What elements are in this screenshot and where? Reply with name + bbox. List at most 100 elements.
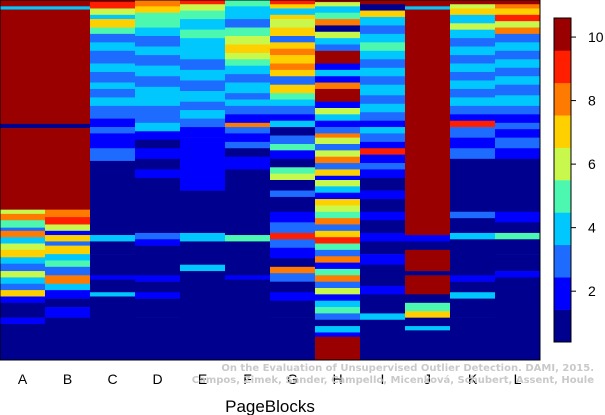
heatmap-cell-I-29	[360, 241, 406, 255]
heatmap-cell-G-31	[270, 232, 316, 240]
heatmap-cell-L-16	[495, 122, 541, 130]
heatmap-cell-G-9	[270, 55, 316, 64]
heatmap-cell-K-17	[450, 127, 496, 138]
heatmap-cell-L-21	[495, 180, 541, 213]
heatmap-cell-F-12	[225, 93, 271, 100]
heatmap-cell-I-35	[360, 319, 406, 361]
heatmap-cell-B-14	[45, 266, 91, 276]
heatmap-cell-H-44	[315, 281, 361, 289]
x-tick-H: H	[332, 371, 342, 387]
heatmap-cell-I-6	[360, 42, 406, 52]
heatmap-cell-L-14	[495, 105, 541, 115]
heatmap-cell-G-8	[270, 48, 316, 56]
heatmap-cell-K-19	[450, 148, 496, 160]
heatmap-cell-F-8	[225, 59, 271, 66]
heatmap-cell-B-6	[45, 217, 91, 225]
colorbar-swatch-3	[554, 244, 571, 278]
heatmap-cell-D-25	[135, 275, 181, 282]
heatmap-cell-E-14	[180, 127, 226, 138]
colorbar-swatch-10	[554, 18, 571, 51]
heatmap-cell-K-21	[450, 180, 496, 213]
heatmap-cell-K-6	[450, 38, 496, 47]
heatmap-cell-D-14	[135, 122, 181, 132]
heatmap-cell-I-5	[360, 33, 406, 43]
heatmap-cell-F-19	[225, 141, 271, 149]
heatmap-cell-F-14	[225, 105, 271, 115]
heatmap-cell-H-49	[315, 313, 361, 321]
heatmap-cell-D-26	[135, 281, 181, 293]
heatmap-cell-D-5	[135, 36, 181, 47]
heatmap-cell-F-7	[225, 52, 271, 60]
heatmap-cell-D-28	[135, 298, 181, 318]
heatmap-cell-K-15	[450, 114, 496, 121]
x-tick-L: L	[514, 371, 522, 387]
x-tick-I: I	[381, 371, 385, 387]
heatmap-cell-B-0	[45, 0, 91, 7]
heatmap-cell-C-28	[90, 296, 136, 361]
x-tick-G: G	[287, 371, 298, 387]
heatmap-cell-K-12	[450, 88, 496, 98]
heatmap-cell-G-37	[270, 281, 316, 293]
heatmap-cell-L-24	[495, 232, 541, 240]
x-tick-C: C	[107, 371, 117, 387]
heatmap-cell-I-8	[360, 59, 406, 69]
heatmap-cell-C-23	[90, 241, 136, 255]
heatmap-cell-E-1	[180, 4, 226, 11]
heatmap-cell-F-21	[225, 156, 271, 170]
heatmap-cell-E-11	[180, 101, 226, 111]
x-axis-label: PageBlocks	[225, 397, 315, 415]
heatmap-cell-L-0	[495, 0, 541, 5]
heatmap-cell-K-30	[450, 317, 496, 361]
heatmap-cell-J-13	[405, 330, 451, 361]
heatmap-cell-H-10	[315, 63, 361, 71]
heatmap-cell-H-51	[315, 326, 361, 333]
x-tick-E: E	[198, 371, 207, 387]
heatmap-cell-B-1	[45, 6, 91, 10]
heatmap-cell-G-30	[270, 222, 316, 234]
heatmap-cell-H-38	[315, 243, 361, 251]
heatmap-cell-K-4	[450, 23, 496, 30]
x-tick-F: F	[243, 371, 252, 387]
heatmap-cell-A-18	[0, 290, 46, 297]
heatmap-cell-K-27	[450, 281, 496, 293]
heatmap-cell-F-24	[225, 211, 271, 236]
heatmap-cell-H-31	[315, 199, 361, 206]
heatmap-cell-H-17	[315, 114, 361, 121]
heatmap-cell-J-9	[405, 302, 451, 312]
heatmap-cell-H-50	[315, 319, 361, 327]
x-tick-J: J	[424, 371, 431, 387]
heatmap-cell-B-10	[45, 241, 91, 246]
heatmap-cell-G-38	[270, 292, 316, 302]
heatmap-cell-F-22	[225, 169, 271, 181]
heatmap-cell-I-20	[360, 154, 406, 164]
heatmap-cell-H-4	[315, 19, 361, 26]
heatmap-cell-J-12	[405, 326, 451, 331]
heatmap-cell-H-15	[315, 101, 361, 109]
heatmap-cell-D-12	[135, 105, 181, 115]
heatmap-cell-C-20	[90, 180, 136, 213]
heatmap-cell-I-10	[360, 76, 406, 86]
heatmap-cell-D-11	[135, 97, 181, 107]
heatmap-cell-G-26	[270, 180, 316, 191]
heatmap-cell-E-22	[180, 296, 226, 361]
colorbar-swatch-5	[554, 180, 571, 213]
heatmap-cell-C-3	[90, 14, 136, 20]
heatmap-cell-F-18	[225, 133, 271, 143]
heatmap-cell-G-12	[270, 76, 316, 86]
heatmap-cell-D-13	[135, 114, 181, 124]
heatmap-cell-B-19	[45, 307, 91, 318]
heatmap-cell-H-41	[315, 262, 361, 270]
heatmap-cell-H-46	[315, 294, 361, 301]
heatmap-cell-C-22	[90, 235, 136, 242]
heatmap-cell-C-10	[90, 72, 136, 83]
heatmap-cell-H-5	[315, 25, 361, 33]
heatmap-cell-I-31	[360, 264, 406, 287]
heatmap-cell-B-15	[45, 275, 91, 285]
heatmap-cell-I-21	[360, 163, 406, 170]
heatmap-cell-C-7	[90, 42, 136, 52]
heatmap-cell-J-6	[405, 271, 451, 276]
heatmap-cell-F-23	[225, 180, 271, 213]
heatmap-cell-B-2	[45, 9, 91, 125]
heatmap-cell-F-11	[225, 82, 271, 94]
x-tick-A: A	[18, 371, 28, 387]
